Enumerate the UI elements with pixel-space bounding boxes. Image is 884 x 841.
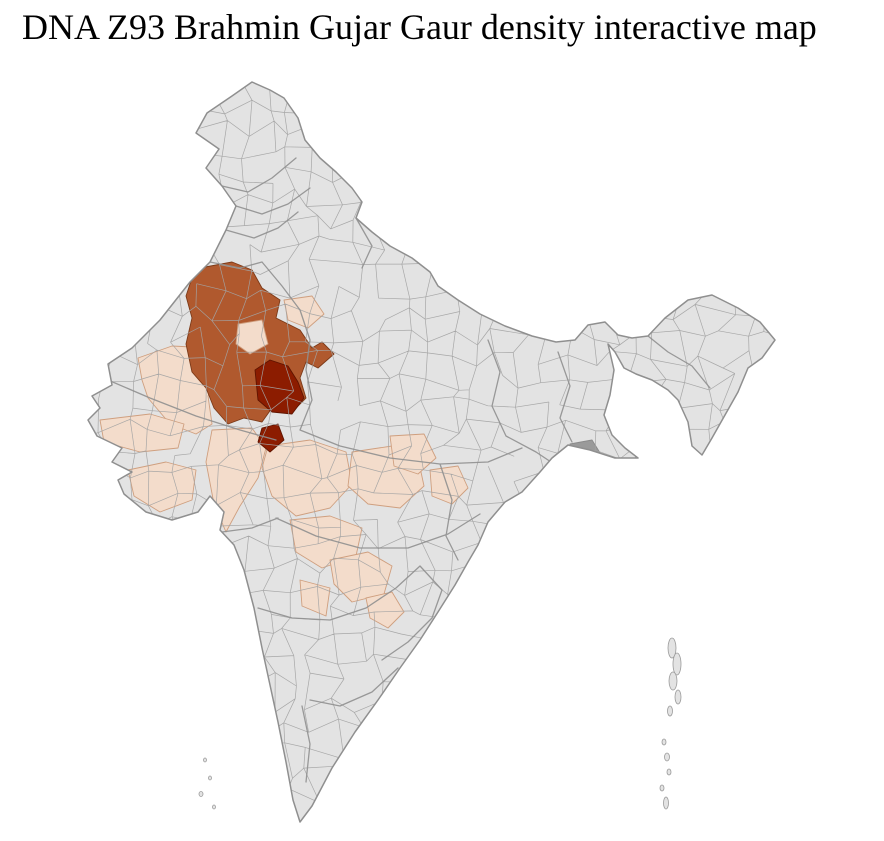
island[interactable] bbox=[659, 784, 665, 792]
island[interactable] bbox=[663, 796, 669, 810]
state-borders bbox=[107, 157, 711, 783]
island[interactable] bbox=[661, 738, 667, 746]
density-region-low[interactable] bbox=[429, 465, 469, 505]
island[interactable] bbox=[667, 637, 677, 659]
island[interactable] bbox=[668, 671, 678, 691]
india-outline bbox=[87, 81, 776, 823]
island[interactable] bbox=[666, 768, 672, 776]
page-title: DNA Z93 Brahmin Gujar Gaur density inter… bbox=[22, 7, 817, 47]
islands-layer[interactable] bbox=[198, 637, 682, 810]
island[interactable] bbox=[203, 757, 207, 763]
state-borders-layer bbox=[107, 157, 711, 783]
density-region-low[interactable] bbox=[283, 295, 325, 329]
island[interactable] bbox=[198, 791, 204, 797]
island[interactable] bbox=[667, 705, 673, 717]
island[interactable] bbox=[672, 652, 682, 676]
island[interactable] bbox=[212, 804, 216, 810]
density-region-low[interactable] bbox=[235, 319, 269, 355]
island[interactable] bbox=[664, 752, 670, 762]
density-region-low[interactable] bbox=[127, 461, 197, 513]
island[interactable] bbox=[674, 689, 682, 705]
density-region-low[interactable] bbox=[261, 439, 353, 517]
island[interactable] bbox=[208, 775, 212, 781]
